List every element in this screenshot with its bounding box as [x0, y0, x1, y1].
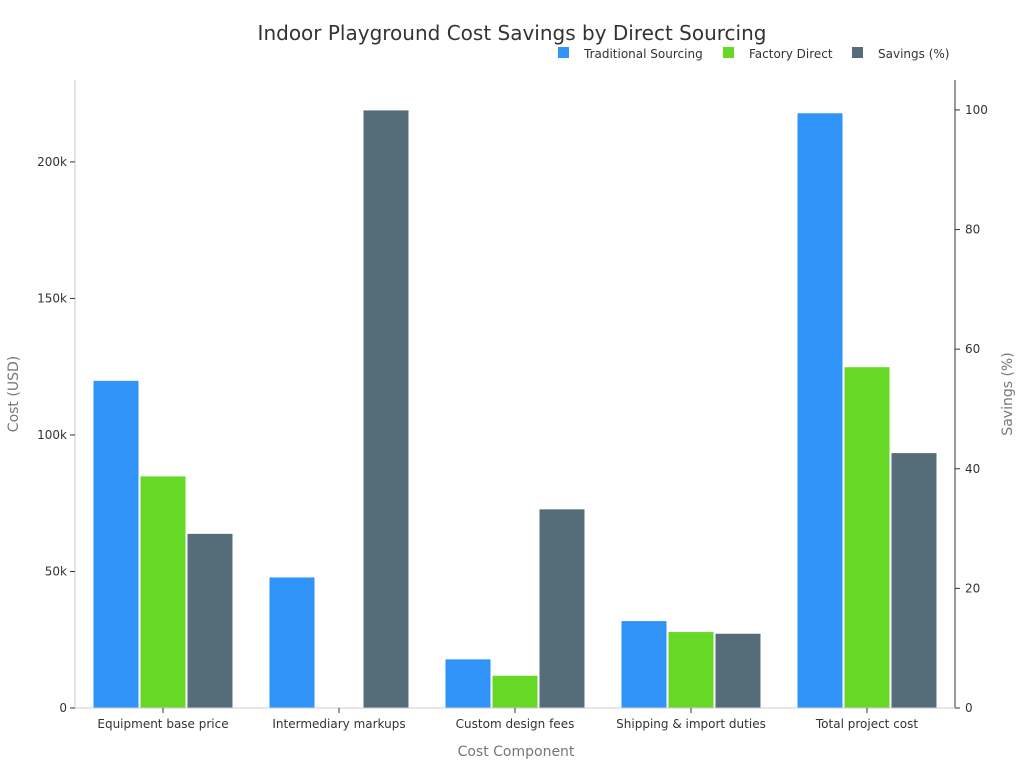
x-tick-label: Shipping & import duties: [616, 717, 766, 731]
legend-label: Traditional Sourcing: [583, 47, 703, 61]
bar-0-0: [92, 379, 140, 709]
x-axis-title: Cost Component: [458, 744, 575, 760]
y2-tick-label: 20: [965, 581, 980, 595]
bar-2-4: [890, 452, 938, 709]
bar-2-2: [538, 508, 586, 709]
bar-2-1: [362, 109, 410, 709]
y-tick-label: 100k: [37, 428, 67, 442]
y2-tick-label: 80: [965, 223, 980, 237]
bar-1-4: [843, 366, 891, 709]
x-tick-label: Equipment base price: [97, 717, 228, 731]
right-axis: 0 20 40 60 80 100: [954, 80, 988, 715]
y-axis-title: Cost (USD): [6, 356, 22, 432]
bar-0-2: [444, 658, 492, 709]
bar-1-2: [491, 674, 539, 709]
bar-1-0: [139, 475, 187, 709]
y-tick-label: 50k: [45, 564, 67, 578]
chart-title: Indoor Playground Cost Savings by Direct…: [258, 21, 767, 45]
bar-2-3: [714, 632, 762, 709]
bar-0-4: [796, 112, 844, 709]
left-axis: 0 50k 100k 150k 200k: [37, 80, 76, 715]
y2-tick-label: 60: [965, 342, 980, 356]
y2-tick-label: 0: [965, 701, 973, 715]
y2-axis-title: Savings (%): [1000, 352, 1016, 435]
y2-tick-label: 100: [965, 103, 988, 117]
y-tick-label: 150k: [37, 291, 67, 305]
x-tick-label: Total project cost: [815, 717, 918, 731]
legend-swatch: [723, 47, 734, 58]
bar-0-1: [268, 576, 316, 709]
legend-label: Factory Direct: [749, 47, 833, 61]
y2-tick-label: 40: [965, 462, 980, 476]
y-tick-label: 200k: [37, 155, 67, 169]
x-axis: Equipment base price Intermediary markups…: [75, 707, 955, 731]
legend-swatch: [852, 47, 863, 58]
legend-swatch: [558, 47, 569, 58]
bar-1-3: [667, 631, 715, 709]
bar-0-3: [620, 620, 668, 709]
x-tick-label: Custom design fees: [456, 717, 575, 731]
bar-2-0: [186, 532, 234, 709]
y-tick-label: 0: [59, 701, 67, 715]
legend-label: Savings (%): [878, 47, 949, 61]
legend: Traditional Sourcing Factory Direct Saving…: [558, 47, 949, 61]
x-tick-label: Intermediary markups: [272, 717, 405, 731]
bars: [92, 109, 938, 709]
